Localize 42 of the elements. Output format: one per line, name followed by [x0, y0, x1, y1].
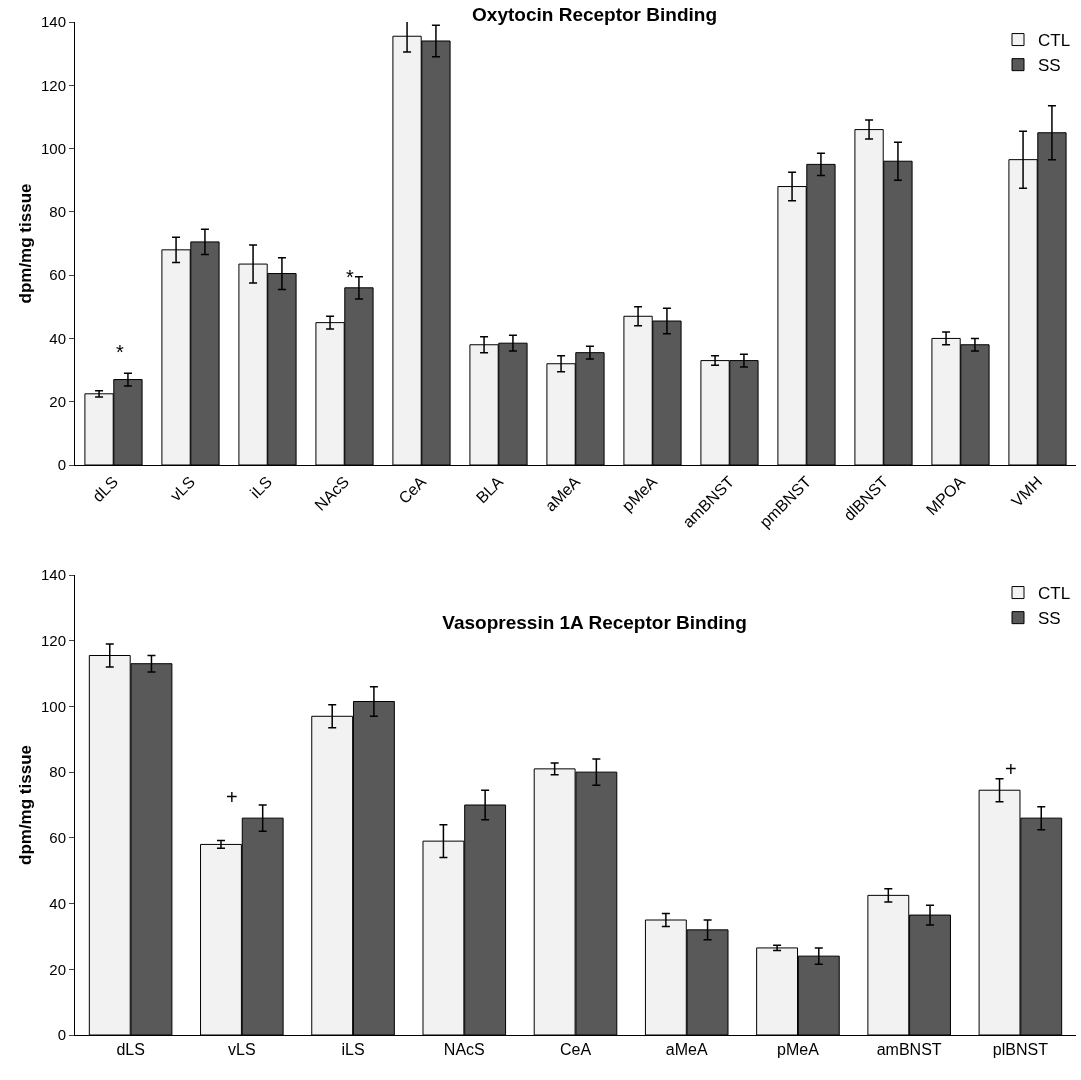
- legend-label: SS: [1038, 56, 1061, 76]
- y-tick-label: 100: [40, 139, 66, 157]
- x-tick-label: vLS: [166, 472, 199, 505]
- y-tick-label: 40: [49, 329, 66, 347]
- text: Vasopressin 1A Receptor Binding: [442, 611, 747, 633]
- legend-label: CTL: [1038, 584, 1071, 604]
- x-tick-label: aMeA: [665, 1041, 708, 1059]
- y-axis-title: dpm/mg tissue: [16, 183, 35, 304]
- x-tick-label: iLS: [341, 1041, 365, 1059]
- legend-label: CTL: [1038, 31, 1071, 51]
- y-tick-label: 0: [57, 456, 66, 474]
- legend-label: SS: [1038, 609, 1061, 629]
- y-tick-label: 40: [49, 894, 66, 912]
- x-tick-label: dLS: [89, 472, 122, 506]
- x-tick-label: BLA: [472, 472, 507, 507]
- y-tick-label: 60: [49, 266, 66, 284]
- y-tick-label: 0: [57, 1026, 66, 1044]
- x-tick-label: NAcS: [443, 1041, 485, 1059]
- annotation: *: [116, 341, 124, 363]
- x-tick-label: vLS: [228, 1041, 256, 1059]
- y-tick-label: 120: [40, 76, 66, 94]
- x-tick-label: plBNST: [992, 1041, 1049, 1059]
- annotation: +: [226, 786, 238, 808]
- x-tick-label: CeA: [559, 1041, 592, 1059]
- y-tick-label: 20: [49, 392, 66, 410]
- y-tick-label: 100: [40, 697, 66, 715]
- y-axis-title: dpm/mg tissue: [16, 745, 35, 865]
- y-tick-label: 80: [49, 763, 66, 781]
- y-tick-label: 120: [40, 631, 66, 649]
- chart-title: Oxytocin Receptor Binding: [472, 4, 718, 26]
- y-tick-label: 140: [40, 566, 66, 584]
- x-tick-label: iLS: [246, 472, 276, 502]
- x-tick-label: CeA: [395, 472, 430, 507]
- x-tick-label: pMeA: [777, 1041, 820, 1059]
- annotation: +: [1005, 758, 1017, 780]
- y-tick-label: 80: [49, 203, 66, 221]
- y-tick-label: 140: [40, 13, 66, 31]
- y-tick-label: 60: [49, 829, 66, 847]
- x-tick-label: dLS: [116, 1041, 145, 1059]
- x-tick-label: amBNST: [876, 1041, 942, 1059]
- annotation: *: [346, 266, 354, 288]
- y-tick-label: 20: [49, 960, 66, 978]
